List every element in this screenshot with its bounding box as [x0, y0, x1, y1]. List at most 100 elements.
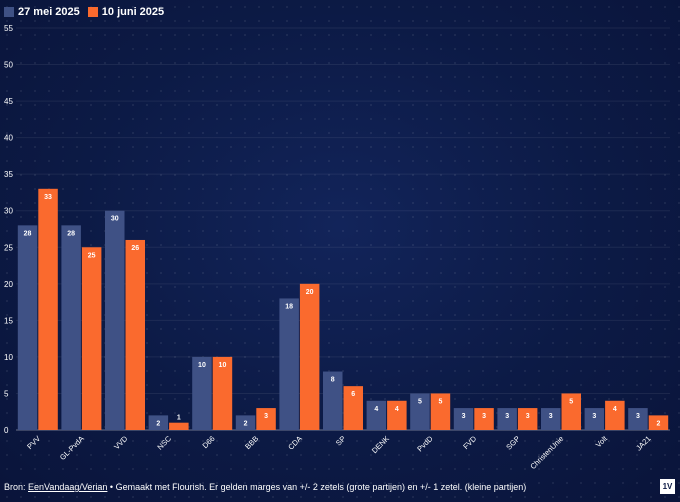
data-label-SP-series-1: 8 — [331, 377, 335, 384]
data-label-PVV-series-2: 33 — [44, 194, 52, 201]
data-label-GL-PvdA-series-1: 28 — [67, 230, 75, 237]
legend-item-series-2[interactable]: 10 juni 2025 — [87, 6, 165, 18]
y-tick-label-20: 20 — [4, 280, 13, 289]
bar-JA21-series-2 — [648, 415, 669, 430]
data-label-SGP-series-2: 3 — [526, 413, 530, 420]
x-tick-label-VVD: VVD — [112, 434, 130, 452]
y-tick-label-10: 10 — [4, 353, 13, 362]
data-label-NSC-series-1: 2 — [156, 420, 160, 427]
data-label-Volt-series-2: 4 — [613, 406, 617, 413]
x-tick-label-NSC: NSC — [155, 434, 173, 452]
bar-PvdD-series-1 — [410, 393, 430, 430]
legend-swatch-series-2 — [87, 7, 98, 17]
x-tick-label-D66: D66 — [201, 434, 217, 450]
data-label-CDA-series-2: 20 — [306, 289, 314, 296]
bar-ChristenUnie-series-1 — [541, 408, 561, 430]
bar-chart: 05101520253035404550552833PVV2825GL-PvdA… — [4, 24, 669, 471]
bar-CDA-series-2 — [299, 283, 320, 430]
data-label-SP-series-2: 6 — [351, 391, 355, 398]
x-tick-label-PVV: PVV — [25, 434, 42, 451]
bar-PVV-series-2 — [38, 188, 58, 430]
bar-SGP-series-1 — [497, 408, 517, 430]
bar-Volt-series-1 — [584, 408, 605, 430]
data-label-VVD-series-2: 26 — [131, 245, 139, 252]
y-tick-label-0: 0 — [4, 426, 9, 435]
bar-FVD-series-2 — [474, 408, 494, 430]
y-tick-label-55: 55 — [4, 24, 13, 33]
y-tick-label-35: 35 — [4, 170, 13, 179]
bar-DENK-series-2 — [387, 400, 407, 430]
data-label-PVV-series-1: 28 — [24, 230, 32, 237]
bar-D66-series-2 — [212, 356, 233, 430]
bar-D66-series-1 — [192, 356, 212, 430]
data-label-CDA-series-1: 18 — [285, 303, 293, 310]
bar-BBB-series-1 — [235, 415, 256, 430]
data-label-NSC-series-2: 1 — [177, 415, 181, 422]
data-label-FVD-series-2: 3 — [482, 413, 486, 420]
x-tick-label-PvdD: PvdD — [415, 434, 435, 454]
bar-PvdD-series-2 — [430, 393, 451, 430]
x-tick-label-JA21: JA21 — [634, 434, 652, 452]
footer-prefix: Bron: — [4, 482, 29, 492]
y-tick-label-40: 40 — [4, 134, 13, 143]
bar-SP-series-1 — [323, 371, 343, 430]
chart-legend: 27 mei 2025 10 juni 2025 — [4, 5, 164, 19]
x-tick-label-DENK: DENK — [370, 434, 391, 455]
data-label-JA21-series-1: 3 — [636, 413, 640, 420]
bar-CDA-series-1 — [279, 298, 299, 430]
data-label-D66-series-2: 10 — [219, 362, 227, 369]
y-tick-label-15: 15 — [4, 316, 13, 325]
x-tick-label-Volt: Volt — [594, 433, 610, 449]
data-label-DENK-series-1: 4 — [374, 406, 378, 413]
bar-PVV-series-1 — [17, 225, 38, 430]
bar-NSC-series-1 — [148, 415, 169, 430]
bar-JA21-series-1 — [628, 408, 648, 430]
x-tick-label-ChristenUnie: ChristenUnie — [528, 434, 565, 471]
data-label-SGP-series-1: 3 — [505, 413, 509, 420]
bar-FVD-series-1 — [453, 408, 474, 430]
data-label-ChristenUnie-series-2: 5 — [569, 398, 573, 405]
bar-GL-PvdA-series-1 — [61, 225, 81, 430]
bar-VVD-series-2 — [125, 239, 145, 430]
x-tick-label-SGP: SGP — [504, 434, 522, 452]
bar-SP-series-2 — [343, 386, 363, 430]
data-label-DENK-series-2: 4 — [395, 406, 399, 413]
data-label-BBB-series-1: 2 — [244, 420, 248, 427]
data-label-PvdD-series-1: 5 — [418, 398, 422, 405]
legend-label-series-1: 27 mei 2025 — [18, 6, 80, 18]
bar-VVD-series-1 — [105, 210, 125, 430]
data-label-BBB-series-2: 3 — [264, 413, 268, 420]
x-tick-label-GL-PvdA: GL-PvdA — [58, 434, 86, 462]
x-tick-label-FVD: FVD — [461, 434, 478, 451]
eenvandaag-logo: 1V — [660, 479, 675, 494]
x-tick-label-SP: SP — [334, 434, 347, 447]
source-link[interactable]: EenVandaag/Verian — [28, 482, 108, 492]
y-tick-label-50: 50 — [4, 61, 13, 70]
legend-item-series-1[interactable]: 27 mei 2025 — [4, 6, 80, 18]
data-label-JA21-series-2: 2 — [656, 420, 660, 427]
data-label-PvdD-series-2: 5 — [438, 398, 442, 405]
bar-Volt-series-2 — [605, 400, 625, 430]
data-label-GL-PvdA-series-2: 25 — [88, 252, 96, 259]
data-label-FVD-series-1: 3 — [462, 413, 466, 420]
bar-BBB-series-2 — [256, 408, 276, 430]
data-label-D66-series-1: 10 — [198, 362, 206, 369]
y-tick-label-5: 5 — [4, 389, 9, 398]
bar-SGP-series-2 — [517, 408, 538, 430]
y-tick-label-25: 25 — [4, 243, 13, 252]
data-label-Volt-series-1: 3 — [592, 413, 596, 420]
data-label-ChristenUnie-series-1: 3 — [549, 413, 553, 420]
legend-label-series-2: 10 juni 2025 — [101, 6, 165, 18]
bar-GL-PvdA-series-2 — [81, 247, 102, 430]
x-tick-label-BBB: BBB — [243, 434, 260, 451]
y-tick-label-30: 30 — [4, 207, 13, 216]
legend-swatch-series-1 — [4, 7, 14, 17]
bar-NSC-series-2 — [169, 422, 189, 430]
y-tick-label-45: 45 — [4, 97, 13, 106]
footer-note: • Gemaakt met Flourish. Er gelden marges… — [107, 482, 527, 492]
footer-source: Bron: EenVandaag/Verian • Gemaakt met Fl… — [4, 482, 526, 492]
bar-DENK-series-1 — [366, 400, 387, 430]
x-tick-label-CDA: CDA — [286, 434, 304, 452]
data-label-VVD-series-1: 30 — [111, 216, 119, 223]
bar-ChristenUnie-series-2 — [561, 393, 581, 430]
